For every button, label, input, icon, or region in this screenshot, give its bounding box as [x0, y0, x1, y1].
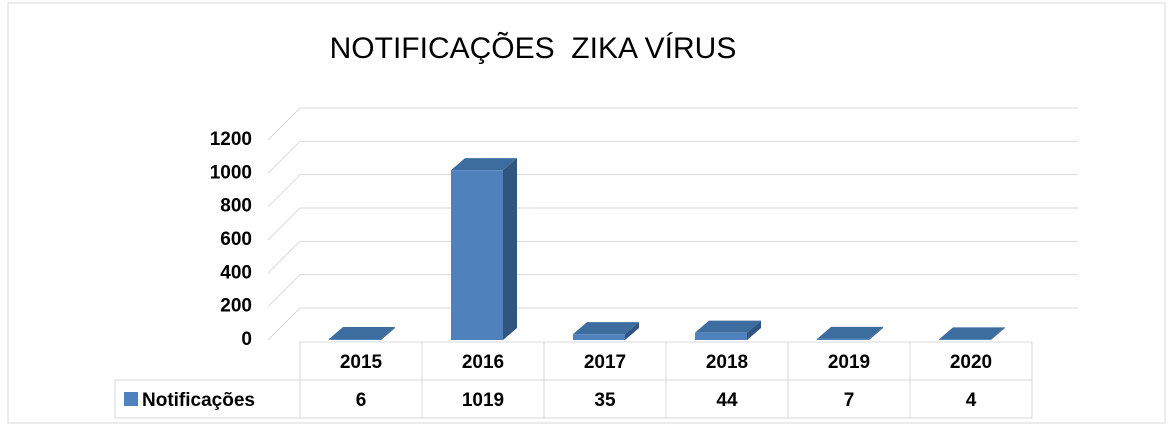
legend-swatch — [124, 392, 138, 406]
x-tick-label: 2018 — [706, 352, 748, 373]
y-tick-label: 600 — [220, 229, 252, 250]
table-value: 7 — [844, 390, 855, 411]
table-value: 1019 — [462, 390, 504, 411]
bar-top — [695, 320, 761, 333]
bar-side — [747, 320, 761, 340]
chart-border — [7, 2, 1166, 424]
bar — [573, 334, 625, 340]
bar — [329, 339, 381, 340]
grid-line — [267, 174, 301, 208]
grid-line — [267, 274, 301, 308]
x-tick-label: 2017 — [584, 352, 626, 373]
grid-line — [267, 107, 301, 141]
grid-line — [267, 140, 301, 174]
x-tick-label: 2016 — [462, 352, 504, 373]
bar — [939, 339, 991, 340]
bar-side — [625, 322, 639, 340]
bar-top — [817, 326, 883, 339]
bar-side — [869, 326, 883, 340]
x-tick-label: 2019 — [828, 352, 870, 373]
bar-top — [939, 327, 1005, 340]
bar — [817, 338, 869, 340]
y-tick-label: 1200 — [210, 129, 252, 150]
grid-line — [267, 207, 301, 241]
legend-label: Notificações — [142, 390, 255, 411]
bar — [695, 332, 747, 340]
bar — [451, 170, 503, 340]
grid-line — [267, 307, 301, 341]
y-tick-label: 200 — [220, 296, 252, 317]
chart-title: NOTIFICAÇÕES ZIKA VÍRUS — [330, 31, 737, 65]
bar-side — [381, 327, 395, 340]
y-tick-label: 400 — [220, 262, 252, 283]
bar-top — [451, 158, 517, 171]
table-value: 6 — [356, 390, 367, 411]
x-tick-label: 2020 — [950, 352, 992, 373]
table-value: 4 — [966, 390, 977, 411]
bar-top — [573, 322, 639, 335]
y-tick-label: 800 — [220, 196, 252, 217]
y-tick-label: 1000 — [210, 162, 252, 183]
table-value: 35 — [594, 390, 616, 411]
grid-line — [267, 240, 301, 274]
bar-top — [329, 327, 395, 339]
y-tick-label: 0 — [241, 329, 252, 350]
x-tick-label: 2015 — [340, 352, 383, 373]
table-value: 44 — [716, 390, 738, 411]
bar-side — [503, 158, 517, 340]
bar-side — [991, 327, 1005, 340]
